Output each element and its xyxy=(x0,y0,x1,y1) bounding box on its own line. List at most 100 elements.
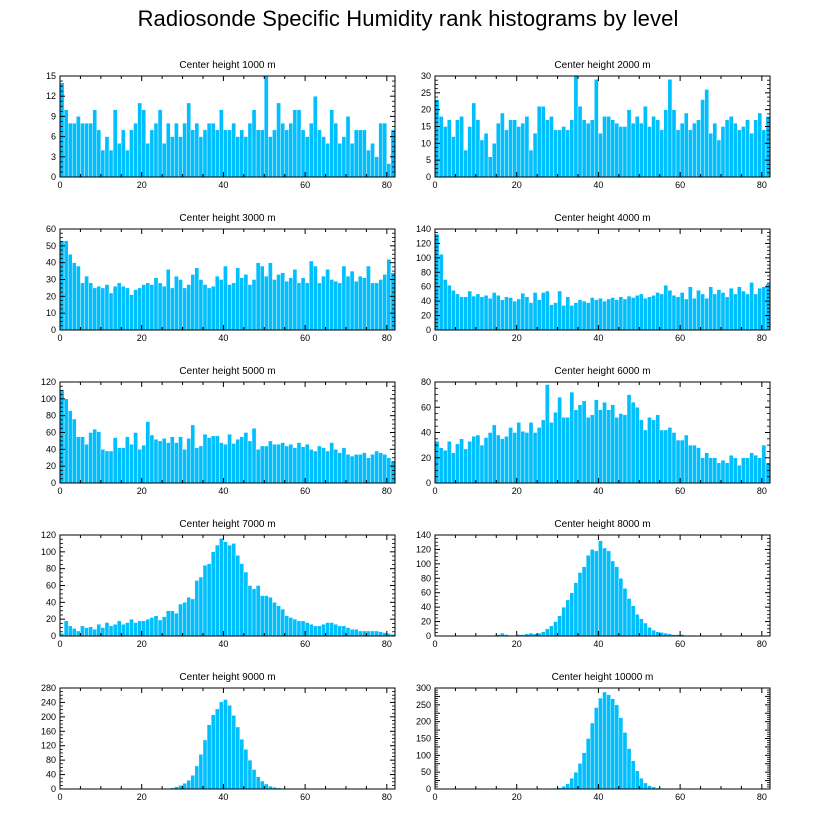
histogram-bar xyxy=(590,549,595,637)
histogram-bar xyxy=(145,282,151,331)
histogram-bar xyxy=(475,293,481,331)
histogram-bar xyxy=(145,421,151,484)
histogram-bar xyxy=(610,119,615,178)
y-tick-label: 80 xyxy=(46,564,56,574)
histogram-bar xyxy=(76,116,81,178)
histogram-bar xyxy=(325,143,330,178)
histogram-bar xyxy=(288,277,294,331)
histogram-bar xyxy=(186,438,191,484)
histogram-bar xyxy=(337,143,343,178)
histogram-bar xyxy=(655,631,660,637)
histogram-bar xyxy=(161,143,167,178)
histogram-bar xyxy=(153,439,159,484)
histogram-bar xyxy=(741,126,746,178)
histogram-bar xyxy=(190,598,196,637)
y-tick-label: 15 xyxy=(46,71,56,81)
histogram-bar xyxy=(296,109,302,178)
histogram-bar xyxy=(585,555,591,637)
histogram-bar xyxy=(614,299,620,331)
histogram-bar xyxy=(190,424,196,484)
histogram-bar xyxy=(724,119,730,178)
histogram-bar xyxy=(206,287,212,331)
histogram-bar xyxy=(88,282,93,331)
histogram-bar xyxy=(496,122,501,178)
histogram-bar xyxy=(745,457,750,484)
histogram-panel: Center height 5000 m 0 20 40 60 80 0 20 40 60 80 10… xyxy=(20,352,435,503)
histogram-bar xyxy=(259,780,265,790)
histogram-bar xyxy=(141,109,146,178)
x-tick-label: 0 xyxy=(57,639,62,649)
histogram-bar xyxy=(325,269,330,331)
histogram-bar xyxy=(239,277,245,331)
histogram-bar xyxy=(753,119,758,178)
histogram-bar xyxy=(210,551,216,637)
histogram-bar xyxy=(749,133,754,178)
histogram-bar xyxy=(63,109,69,178)
histogram-bar xyxy=(63,620,69,637)
histogram-bar xyxy=(520,293,526,331)
histogram-bar xyxy=(491,424,497,484)
histogram-bar xyxy=(202,565,208,637)
y-tick-label: 0 xyxy=(51,631,56,641)
x-tick-label: 60 xyxy=(300,180,310,190)
histogram-bar xyxy=(259,265,265,331)
histogram-panel: Center height 10000 m 0 20 40 60 80 0 50 100 150 2… xyxy=(395,658,810,809)
histogram-bar xyxy=(634,407,640,484)
histogram-bar xyxy=(72,418,77,484)
histogram-bar xyxy=(121,286,126,331)
x-tick-label: 20 xyxy=(137,792,147,802)
histogram-bar xyxy=(88,432,93,484)
x-tick-label: 0 xyxy=(57,180,62,190)
histogram-bar xyxy=(239,563,245,637)
histogram-bar xyxy=(630,605,636,637)
y-tick-label: 80 xyxy=(421,573,431,583)
histogram-bar xyxy=(553,621,558,637)
histogram-bar xyxy=(761,286,767,331)
histogram-bar xyxy=(333,122,339,178)
histogram-bar xyxy=(553,302,558,331)
histogram-bar xyxy=(643,622,648,637)
histogram-bar xyxy=(585,417,591,484)
histogram-bar xyxy=(618,578,624,637)
histogram-bar xyxy=(549,304,554,331)
histogram-bar xyxy=(288,617,294,637)
histogram-bar xyxy=(153,615,159,637)
histogram-bar xyxy=(581,119,587,178)
histogram-bar xyxy=(121,129,126,178)
histogram-bar xyxy=(321,275,326,331)
histogram-bar xyxy=(508,119,513,178)
histogram-bar xyxy=(671,109,677,178)
histogram-bar xyxy=(137,449,142,484)
x-tick-label: 80 xyxy=(757,792,767,802)
histogram-bar xyxy=(634,614,640,637)
histogram-bar xyxy=(108,149,114,178)
histogram-bar xyxy=(487,298,493,331)
histogram-bar xyxy=(349,629,355,637)
histogram-bar xyxy=(182,449,187,484)
y-tick-label: 20 xyxy=(46,614,56,624)
x-tick-label: 40 xyxy=(593,180,603,190)
histogram-bar xyxy=(647,785,652,790)
histogram-bar xyxy=(614,122,620,178)
histogram-bar xyxy=(280,442,285,484)
histogram-bar xyxy=(190,775,196,790)
histogram-bar xyxy=(125,436,130,484)
histogram-bar xyxy=(272,279,277,331)
histogram-bar xyxy=(92,109,97,178)
histogram-plot: 0 20 40 60 80 0 3 6 9 12 15 xyxy=(46,71,396,190)
x-tick-label: 40 xyxy=(218,180,228,190)
histogram-bar xyxy=(178,279,183,331)
histogram-bar xyxy=(720,126,726,178)
histogram-bar xyxy=(524,432,530,484)
histogram-bar xyxy=(210,714,216,790)
histogram-bar xyxy=(215,129,220,178)
x-tick-label: 20 xyxy=(137,180,147,190)
x-tick-label: 40 xyxy=(593,792,603,802)
x-tick-label: 40 xyxy=(593,639,603,649)
histogram-bar xyxy=(362,277,367,331)
histogram-bar xyxy=(447,285,452,331)
x-tick-label: 0 xyxy=(432,180,437,190)
histogram-bar xyxy=(753,293,758,331)
histogram-bar xyxy=(606,694,611,790)
histogram-bar xyxy=(96,624,102,637)
